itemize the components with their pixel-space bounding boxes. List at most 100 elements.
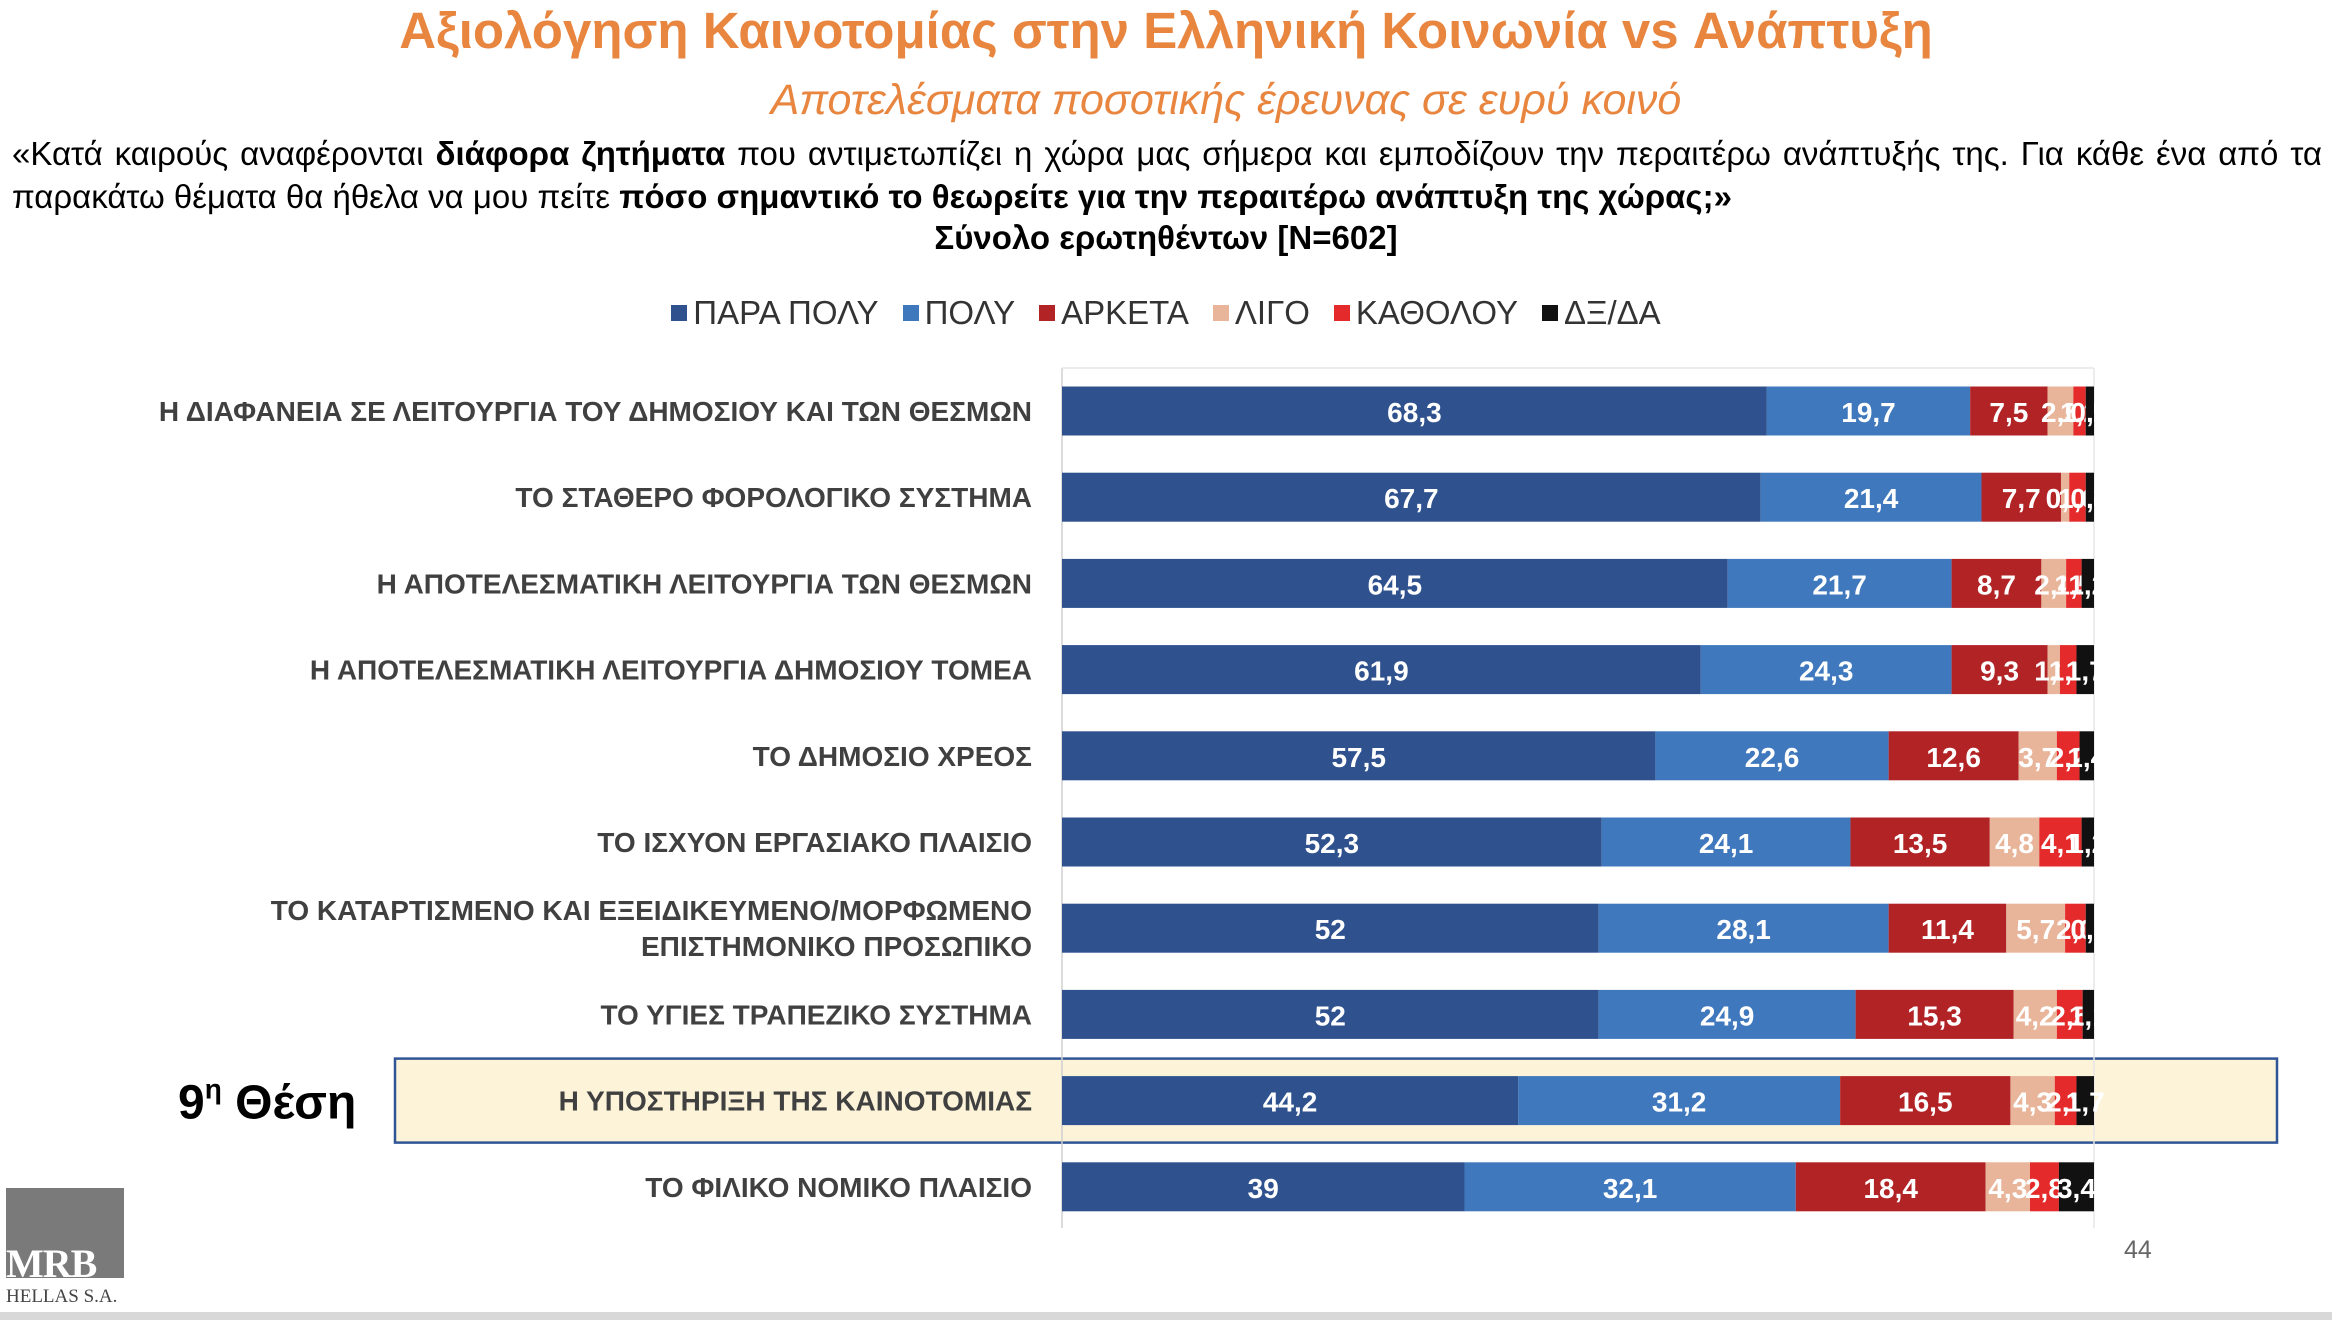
bar-segment: [2079, 731, 2094, 781]
bar-segment: [1518, 1076, 1841, 1126]
bar-segment: [1062, 472, 1761, 522]
bar-segment: [2076, 1076, 2094, 1126]
legend-item: ΠΑΡΑ ΠΟΛΥ: [671, 292, 879, 334]
question-part: που αντιμετωπίζει η χώρα μας σήμερα και …: [12, 135, 2322, 215]
chart-legend: ΠΑΡΑ ΠΟΛΥ ΠΟΛΥ ΑΡΚΕΤΑ ΛΙΓΟ ΚΑΘΟΛΟΥ ΔΞ/ΔΑ: [0, 292, 2332, 334]
data-label: 28,1: [1716, 914, 1771, 945]
category-label: ΤΟ ΦΙΛΙΚΟ ΝΟΜΙΚΟ ΠΛΑΙΣΙΟ: [645, 1172, 1032, 1203]
data-label: 21,4: [1844, 483, 1899, 514]
data-label: 31,2: [1652, 1087, 1707, 1118]
category-label: ΤΟ ΔΗΜΟΣΙΟ ΧΡΕΟΣ: [753, 741, 1032, 772]
legend-swatch: [1212, 305, 1229, 321]
bar-segment: [2018, 731, 2057, 781]
bar-segment: [2065, 903, 2086, 953]
category-label: Η ΑΠΟΤΕΛΕΣΜΑΤΙΚΗ ΛΕΙΤΟΥΡΓΙΑ ΔΗΜΟΣΙΟΥ ΤΟΜ…: [310, 655, 1032, 686]
data-label: 1,2: [2068, 569, 2107, 600]
data-label: 2,8: [2025, 1173, 2064, 1204]
data-label: 1,2: [2068, 828, 2107, 859]
data-label: 7,5: [1989, 397, 2028, 428]
logo-subtext: HELLAS S.A.: [6, 1286, 118, 1307]
mrb-logo: MRB HELLAS S.A.: [6, 1188, 126, 1308]
bar-segment: [1464, 1162, 1796, 1212]
question-part: «Κατά καιρούς αναφέρονται: [12, 135, 436, 172]
data-label: 3,4: [2057, 1173, 2096, 1204]
legend-item: ΚΑΘΟΛΟΥ: [1333, 292, 1518, 334]
data-label: 4,2: [2016, 1000, 2055, 1031]
bar-segment: [2085, 903, 2094, 953]
sample-size: Σύνολο ερωτηθέντων [N=602]: [934, 219, 1398, 256]
bar-segment: [1062, 558, 1728, 608]
bar-segment: [2041, 558, 2067, 608]
data-label: 24,9: [1700, 1000, 1755, 1031]
survey-question: «Κατά καιρούς αναφέρονται διάφορα ζητήμα…: [12, 132, 2322, 218]
legend-swatch: [1333, 305, 1350, 321]
bar-segment: [2060, 472, 2070, 522]
data-label: 13,5: [1893, 828, 1948, 859]
data-label: 64,5: [1368, 569, 1423, 600]
data-label: 0,8: [2070, 483, 2109, 514]
bar-segment: [1601, 817, 1851, 867]
data-label: 4,3: [1988, 1173, 2027, 1204]
data-label: 4,1: [2041, 828, 2080, 859]
bar-segment: [2085, 386, 2094, 436]
data-label: 68,3: [1387, 397, 1442, 428]
bar-segment: [1727, 558, 1952, 608]
bar-segment: [1795, 1162, 1986, 1212]
category-label: Η ΑΠΟΤΕΛΕΣΜΑΤΙΚΗ ΛΕΙΤΟΥΡΓΙΑ ΤΩΝ ΘΕΣΜΩΝ: [377, 568, 1032, 599]
bar-segment: [1598, 989, 1856, 1039]
legend-item: ΠΟΛΥ: [902, 292, 1015, 334]
bar-segment: [1598, 903, 1889, 953]
bar-segment: [2069, 472, 2086, 522]
bar-segment: [2059, 645, 2077, 695]
bar-segment: [1888, 731, 2019, 781]
bar-segment: [1985, 1162, 2031, 1212]
bottom-rule: [0, 1312, 2332, 1320]
legend-swatch: [1541, 305, 1558, 321]
data-label: 11,4: [1921, 914, 1974, 945]
category-label: ΤΟ ΥΓΙΕΣ ΤΡΑΠΕΖΙΚΟ ΣΥΣΤΗΜΑ: [600, 999, 1032, 1030]
bar-segment: [2056, 989, 2083, 1039]
bar-segment: [2047, 386, 2074, 436]
highlight-rank-label: 9η Θέση: [178, 1074, 356, 1130]
data-label: 24,3: [1799, 656, 1854, 687]
page-number: 44: [2124, 1236, 2152, 1264]
data-label: 1,7: [2066, 656, 2105, 687]
legend-item: ΛΙΓΟ: [1212, 292, 1310, 334]
data-label: 39: [1248, 1173, 1279, 1204]
logo-text: MRB: [6, 1241, 97, 1286]
data-label: 12,6: [1926, 742, 1981, 773]
bar-segment: [2056, 731, 2080, 781]
slide-title: Αξιολόγηση Καινοτομίας στην Ελληνική Κοι…: [399, 2, 1933, 59]
data-label: 61,9: [1354, 656, 1409, 687]
data-label: 1,1: [2069, 1000, 2108, 1031]
bar-segment: [1062, 989, 1599, 1039]
bar-segment: [1062, 386, 1767, 436]
bar-segment: [1855, 989, 2014, 1039]
bar-segment: [1760, 472, 1982, 522]
data-label: 0,8: [2070, 397, 2109, 428]
category-label: ΤΟ ΙΣΧΥΟΝ ΕΡΓΑΣΙΑΚΟ ΠΛΑΙΣΙΟ: [597, 827, 1032, 858]
category-label: Η ΔΙΑΦΑΝΕΙΑ ΣΕ ΛΕΙΤΟΥΡΓΙΑ ΤΟΥ ΔΗΜΟΣΙΟΥ Κ…: [159, 396, 1032, 427]
bar-segment: [2054, 1076, 2077, 1126]
bar-segment: [2073, 386, 2086, 436]
bar-segment: [1062, 1076, 1519, 1126]
data-label: 0,8: [2070, 914, 2109, 945]
data-label: 1,7: [2066, 1087, 2105, 1118]
legend-item: ΑΡΚΕΤΑ: [1039, 292, 1189, 334]
legend-label: ΠΑΡΑ ΠΟΛΥ: [693, 294, 879, 331]
data-label: 4,3: [2013, 1087, 2052, 1118]
data-label: 52,3: [1305, 828, 1360, 859]
legend-swatch: [671, 305, 688, 321]
legend-label: ΔΞ/ΔΑ: [1563, 294, 1661, 331]
data-label: 9,3: [1980, 656, 2019, 687]
bar-segment: [1981, 472, 2061, 522]
bar-segment: [2006, 903, 2066, 953]
question-part: πόσο σημαντικό το θεωρείτε για την περαι…: [619, 178, 1732, 215]
data-label: 7,7: [2002, 483, 2041, 514]
legend-swatch: [1039, 305, 1056, 321]
legend-label: ΚΑΘΟΛΟΥ: [1355, 294, 1518, 331]
data-label: 22,6: [1745, 742, 1800, 773]
data-label: 18,4: [1863, 1173, 1918, 1204]
bar-segment: [2030, 1162, 2059, 1212]
